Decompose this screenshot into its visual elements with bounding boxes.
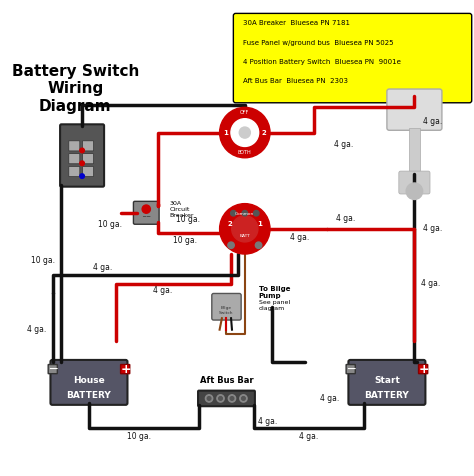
Text: 4 ga.: 4 ga. <box>93 263 112 272</box>
FancyBboxPatch shape <box>346 365 356 374</box>
FancyBboxPatch shape <box>399 171 430 194</box>
Text: ─ ─: ─ ─ <box>142 215 150 220</box>
Circle shape <box>228 395 236 402</box>
Text: Aft Bus Bar: Aft Bus Bar <box>200 376 253 385</box>
Text: 10 ga.: 10 ga. <box>173 236 197 245</box>
Text: 4 ga.: 4 ga. <box>153 286 172 295</box>
Text: 4 ga.: 4 ga. <box>27 325 46 334</box>
Circle shape <box>80 148 84 153</box>
Text: 4 ga.: 4 ga. <box>336 214 356 223</box>
FancyBboxPatch shape <box>69 141 80 151</box>
Text: 4 ga.: 4 ga. <box>290 234 310 242</box>
Text: Battery Switch
Wiring
Diagram: Battery Switch Wiring Diagram <box>11 64 139 114</box>
Text: 4 ga.: 4 ga. <box>421 279 440 288</box>
Circle shape <box>219 397 222 400</box>
Text: House: House <box>73 376 105 385</box>
Text: 10 ga.: 10 ga. <box>31 257 55 266</box>
Text: Start: Start <box>374 376 400 385</box>
FancyBboxPatch shape <box>50 360 128 405</box>
FancyBboxPatch shape <box>212 294 241 320</box>
Text: 4 ga.: 4 ga. <box>334 139 353 149</box>
Text: 2: 2 <box>261 129 266 136</box>
Text: 30A
Circuit
Breaker: 30A Circuit Breaker <box>169 201 194 218</box>
Text: To Bilge
Pump: To Bilge Pump <box>258 286 290 299</box>
Text: +: + <box>418 363 429 376</box>
Text: BOTH: BOTH <box>238 150 252 155</box>
FancyBboxPatch shape <box>82 167 93 177</box>
Text: 4 ga.: 4 ga. <box>258 417 277 426</box>
Text: BATT: BATT <box>239 234 250 238</box>
Text: 4 ga.: 4 ga. <box>423 117 442 126</box>
Text: ─: ─ <box>49 363 57 376</box>
FancyBboxPatch shape <box>348 360 425 405</box>
FancyBboxPatch shape <box>69 154 80 164</box>
Text: 1: 1 <box>257 221 263 227</box>
Circle shape <box>207 397 211 400</box>
FancyBboxPatch shape <box>198 391 255 406</box>
Text: Aft Bus Bar  Bluesea PN  2303: Aft Bus Bar Bluesea PN 2303 <box>243 78 347 84</box>
Text: Common: Common <box>235 212 255 216</box>
Circle shape <box>255 242 262 248</box>
Bar <box>409 128 420 174</box>
Circle shape <box>80 161 84 166</box>
Circle shape <box>230 397 234 400</box>
FancyBboxPatch shape <box>387 89 442 130</box>
Text: 4 ga.: 4 ga. <box>300 432 319 440</box>
Text: 30A Breaker  Bluesea PN 7181: 30A Breaker Bluesea PN 7181 <box>243 20 349 26</box>
Circle shape <box>219 204 270 254</box>
FancyBboxPatch shape <box>82 154 93 164</box>
Text: +: + <box>120 363 131 376</box>
Text: 4 ga.: 4 ga. <box>423 224 442 233</box>
FancyBboxPatch shape <box>60 124 104 187</box>
Circle shape <box>205 395 213 402</box>
Text: Bilge
Switch: Bilge Switch <box>219 306 234 315</box>
Text: ─: ─ <box>347 363 355 376</box>
Text: 10 ga.: 10 ga. <box>128 432 151 440</box>
Circle shape <box>142 205 150 213</box>
Text: See panel
diagram: See panel diagram <box>258 300 290 311</box>
Text: OFF: OFF <box>240 110 249 115</box>
FancyBboxPatch shape <box>69 167 80 177</box>
Text: BATTERY: BATTERY <box>365 391 409 400</box>
Circle shape <box>242 210 247 216</box>
Circle shape <box>232 216 258 242</box>
FancyBboxPatch shape <box>48 365 57 374</box>
FancyBboxPatch shape <box>133 201 159 224</box>
Circle shape <box>240 395 247 402</box>
Text: Fuse Panel w/ground bus  Bluesea PN 5025: Fuse Panel w/ground bus Bluesea PN 5025 <box>243 40 393 46</box>
Circle shape <box>406 183 423 199</box>
Text: 2: 2 <box>228 221 232 227</box>
Text: 4 ga.: 4 ga. <box>320 394 339 403</box>
Circle shape <box>254 210 259 216</box>
Text: 1: 1 <box>223 129 228 136</box>
Text: 10 ga.: 10 ga. <box>175 215 200 224</box>
Text: 10 ga.: 10 ga. <box>98 220 122 229</box>
Text: BATTERY: BATTERY <box>66 391 111 400</box>
Text: 4 Position Battery Switch  Bluesea PN  9001e: 4 Position Battery Switch Bluesea PN 900… <box>243 59 401 65</box>
FancyBboxPatch shape <box>120 365 130 374</box>
Circle shape <box>217 395 224 402</box>
Circle shape <box>239 127 250 138</box>
FancyBboxPatch shape <box>82 141 93 151</box>
FancyBboxPatch shape <box>233 13 472 103</box>
Circle shape <box>219 108 270 158</box>
Circle shape <box>231 210 236 216</box>
Circle shape <box>228 242 234 248</box>
FancyBboxPatch shape <box>419 365 428 374</box>
Circle shape <box>80 174 84 178</box>
Circle shape <box>231 119 259 147</box>
Circle shape <box>242 397 245 400</box>
